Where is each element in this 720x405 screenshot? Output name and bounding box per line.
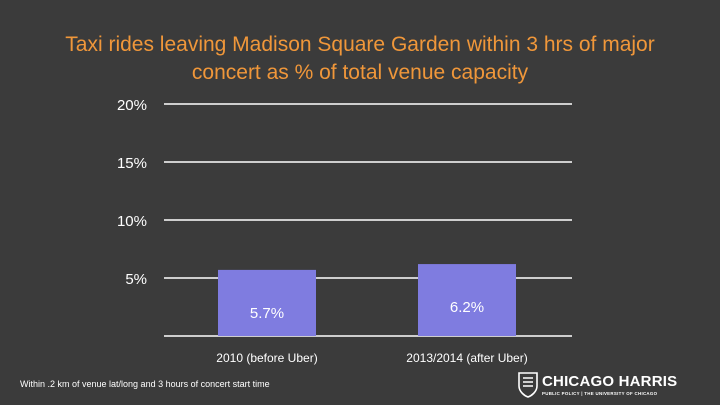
y-tick-label: 5% (125, 271, 147, 288)
chicago-harris-logo: CHICAGO HARRIS PUBLIC POLICY | THE UNIVE… (518, 372, 698, 400)
footnote: Within .2 km of venue lat/long and 3 hou… (20, 379, 270, 389)
data-label: 6.2% (450, 299, 484, 316)
x-tick-label: 2010 (before Uber) (216, 351, 317, 365)
logo-name: CHICAGO HARRIS (542, 373, 678, 390)
bar (418, 264, 516, 336)
logo-tagline: PUBLIC POLICY | THE UNIVERSITY OF CHICAG… (542, 391, 658, 396)
x-tick-label: 2013/2014 (after Uber) (406, 351, 527, 365)
y-tick-label: 20% (117, 97, 147, 114)
data-label: 5.7% (250, 305, 284, 322)
chart-title: Taxi rides leaving Madison Square Garden… (65, 33, 655, 84)
y-tick-label: 10% (117, 213, 147, 230)
shield-icon (518, 372, 538, 398)
bar (218, 269, 316, 336)
y-tick-label: 15% (117, 155, 147, 172)
